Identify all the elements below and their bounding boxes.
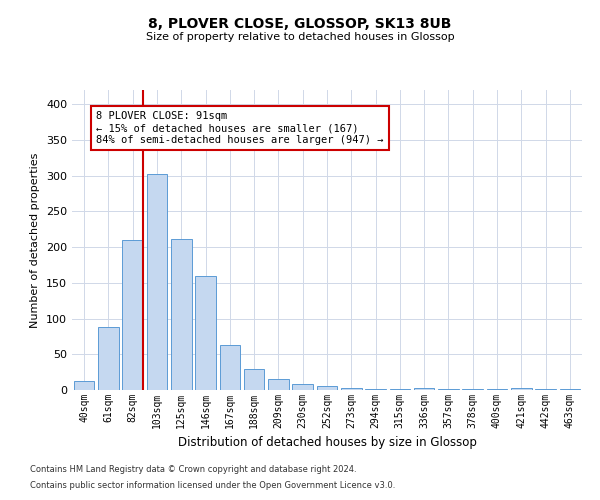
Bar: [292, 384, 313, 390]
Bar: [414, 388, 434, 390]
Bar: [389, 388, 410, 390]
Bar: [268, 380, 289, 390]
Bar: [195, 276, 216, 390]
Text: Contains public sector information licensed under the Open Government Licence v3: Contains public sector information licen…: [30, 480, 395, 490]
Bar: [487, 388, 508, 390]
Text: Contains HM Land Registry data © Crown copyright and database right 2024.: Contains HM Land Registry data © Crown c…: [30, 466, 356, 474]
Bar: [171, 238, 191, 390]
Bar: [511, 388, 532, 390]
Bar: [220, 345, 240, 390]
Text: Size of property relative to detached houses in Glossop: Size of property relative to detached ho…: [146, 32, 454, 42]
Bar: [74, 380, 94, 390]
Text: 8, PLOVER CLOSE, GLOSSOP, SK13 8UB: 8, PLOVER CLOSE, GLOSSOP, SK13 8UB: [148, 18, 452, 32]
Bar: [98, 327, 119, 390]
Bar: [365, 388, 386, 390]
Bar: [535, 388, 556, 390]
Bar: [122, 240, 143, 390]
Bar: [146, 174, 167, 390]
Bar: [341, 388, 362, 390]
Bar: [244, 368, 265, 390]
Bar: [560, 388, 580, 390]
Bar: [463, 388, 483, 390]
Y-axis label: Number of detached properties: Number of detached properties: [31, 152, 40, 328]
Text: 8 PLOVER CLOSE: 91sqm
← 15% of detached houses are smaller (167)
84% of semi-det: 8 PLOVER CLOSE: 91sqm ← 15% of detached …: [96, 112, 384, 144]
Bar: [317, 386, 337, 390]
Bar: [438, 388, 459, 390]
X-axis label: Distribution of detached houses by size in Glossop: Distribution of detached houses by size …: [178, 436, 476, 450]
